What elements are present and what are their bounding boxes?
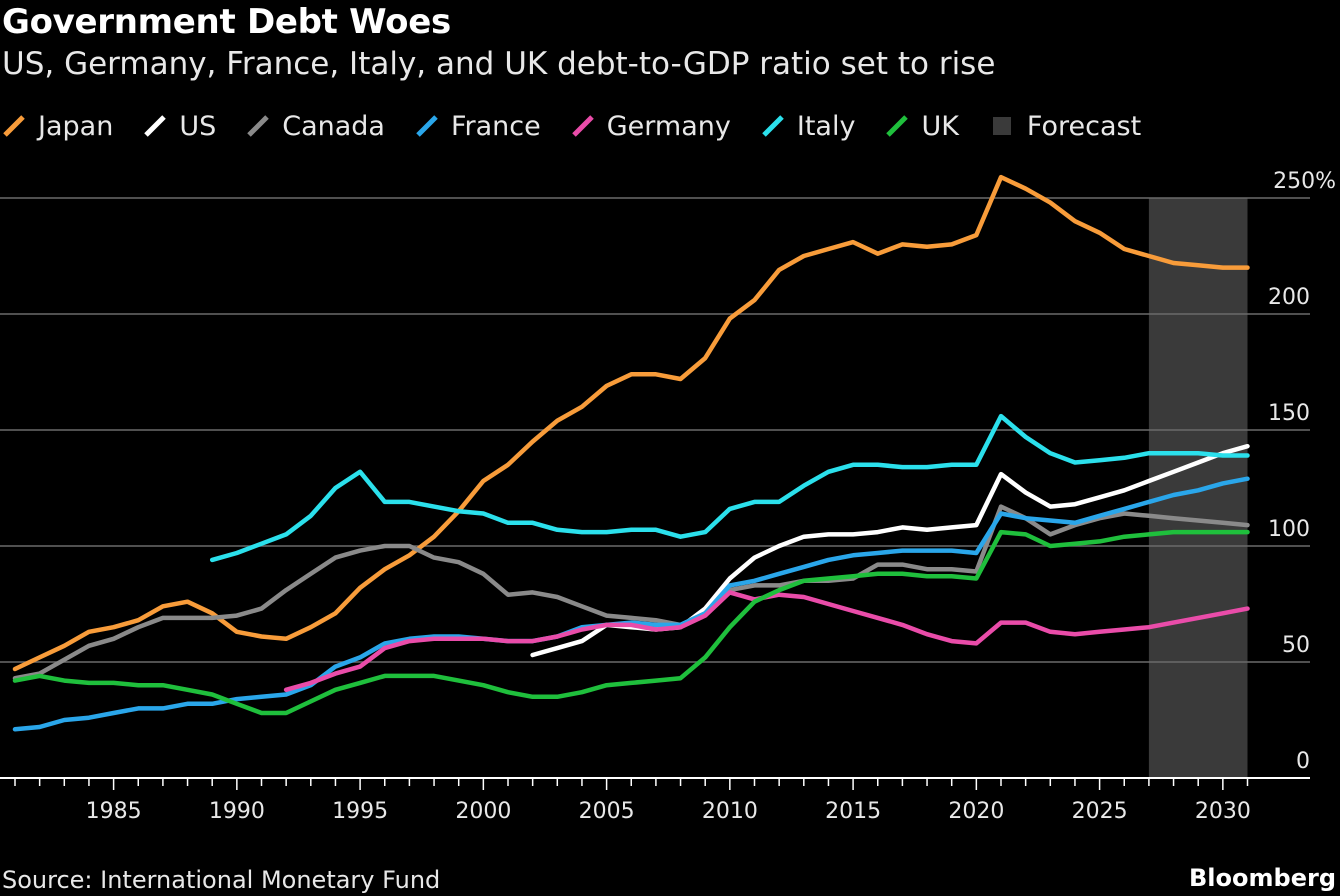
x-tick-label: 2010 bbox=[702, 799, 758, 824]
legend-label-uk: UK bbox=[921, 110, 959, 142]
legend: Japan US Canada France Germany Italy UK … bbox=[2, 108, 1171, 144]
x-tick-label: 1985 bbox=[86, 799, 142, 824]
legend-swatch-germany bbox=[571, 114, 595, 138]
legend-swatch-italy bbox=[761, 114, 785, 138]
legend-label-us: US bbox=[179, 110, 217, 142]
x-tick-label: 1990 bbox=[209, 799, 265, 824]
y-tick-label: 150 bbox=[1268, 401, 1310, 426]
series-line-canada bbox=[12, 504, 1250, 681]
x-tick-label: 2025 bbox=[1072, 799, 1128, 824]
legend-item-italy: Italy bbox=[761, 110, 856, 142]
x-tick-label: 2015 bbox=[825, 799, 881, 824]
x-tick-label: 2030 bbox=[1195, 799, 1251, 824]
series-line-france bbox=[12, 476, 1250, 732]
y-tick-label: 200 bbox=[1268, 285, 1310, 310]
legend-swatch-uk bbox=[885, 114, 909, 138]
legend-swatch-canada bbox=[246, 114, 270, 138]
legend-item-canada: Canada bbox=[246, 111, 385, 142]
legend-item-japan: Japan bbox=[2, 111, 113, 142]
series-line-uk bbox=[12, 529, 1250, 716]
brand-logo: Bloomberg bbox=[1189, 864, 1336, 892]
series-line-italy bbox=[209, 413, 1250, 563]
legend-label-japan: Japan bbox=[38, 110, 114, 142]
y-tick-label: 50 bbox=[1282, 633, 1310, 658]
legend-item-germany: Germany bbox=[571, 111, 731, 142]
x-tick-label: 2000 bbox=[455, 799, 511, 824]
legend-swatch-us bbox=[143, 114, 167, 138]
series-line-japan bbox=[12, 174, 1250, 672]
legend-label-france: France bbox=[450, 110, 541, 142]
legend-swatch-france bbox=[415, 114, 439, 138]
legend-item-uk: UK bbox=[885, 110, 959, 142]
legend-swatch-forecast bbox=[992, 117, 1011, 135]
legend-item-us: US bbox=[143, 111, 216, 142]
legend-label-canada: Canada bbox=[282, 110, 385, 142]
legend-label-forecast: Forecast bbox=[1026, 110, 1142, 142]
legend-item-forecast: Forecast bbox=[989, 111, 1141, 142]
x-tick-label: 1995 bbox=[332, 799, 388, 824]
legend-swatch-japan bbox=[2, 114, 26, 138]
source-note: Source: International Monetary Fund bbox=[2, 866, 441, 894]
legend-label-italy: Italy bbox=[796, 110, 856, 142]
y-tick-label: 250% bbox=[1273, 169, 1336, 194]
legend-label-germany: Germany bbox=[606, 110, 731, 142]
chart-title: Government Debt Woes bbox=[2, 2, 451, 42]
chart-subtitle: US, Germany, France, Italy, and UK debt-… bbox=[2, 46, 996, 82]
y-tick-label: 100 bbox=[1268, 517, 1310, 542]
legend-item-france: France bbox=[415, 111, 541, 142]
y-tick-label: 0 bbox=[1296, 749, 1310, 774]
x-tick-label: 2005 bbox=[579, 799, 635, 824]
x-tick-label: 2020 bbox=[948, 799, 1004, 824]
